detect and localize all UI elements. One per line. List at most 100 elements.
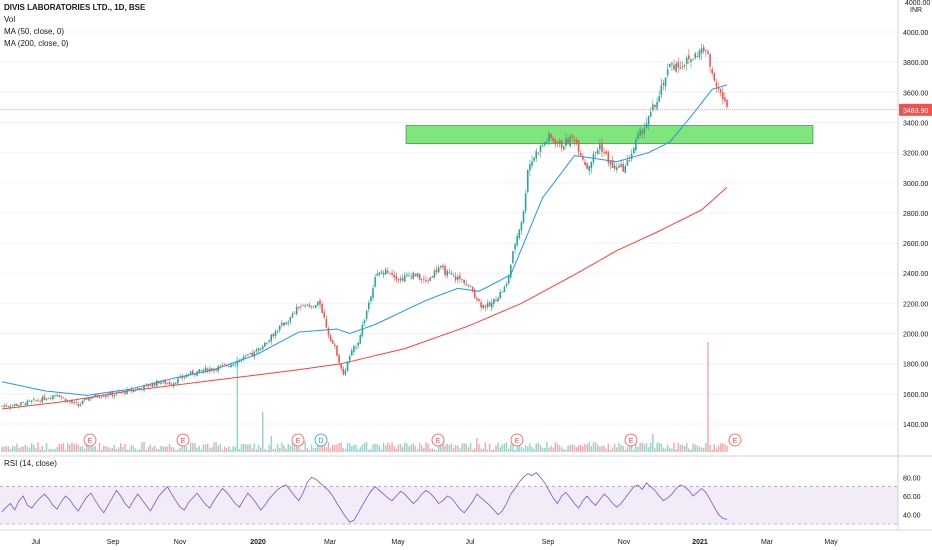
candle-body [673, 64, 675, 70]
volume-bar [368, 449, 370, 452]
candle-body [613, 165, 616, 169]
volume-bar [257, 444, 260, 452]
event-marker[interactable] [291, 433, 305, 447]
volume-bar [586, 444, 588, 452]
volume-bar [215, 442, 217, 452]
candle-body [611, 160, 614, 169]
volume-bar [327, 442, 330, 452]
volume-bar [160, 445, 162, 452]
candle-body [221, 364, 224, 366]
candle-body [696, 56, 699, 57]
candle-body [111, 391, 114, 396]
candle-body [236, 361, 239, 364]
volume-bar [660, 443, 663, 452]
candle-body [306, 304, 309, 306]
ma50-legend[interactable]: MA (50, close, 0) [4, 27, 65, 36]
candle-body [45, 399, 48, 400]
volume-bar [162, 446, 164, 452]
volume-bar [616, 447, 618, 452]
volume-bar [474, 448, 476, 452]
candle-body [654, 104, 656, 108]
candle-body [175, 383, 177, 384]
volume-bar [465, 443, 467, 452]
candle-body [550, 133, 552, 138]
volume-bar [726, 445, 728, 452]
candle-body [77, 404, 80, 407]
candle-body [276, 330, 279, 332]
volume-bar [571, 444, 573, 452]
volume-bar [618, 442, 620, 452]
price-axis[interactable]: 4000.00 3800.00 3600.00 3400.00 3200.00 3000.… [899, 30, 932, 429]
candle-body [465, 283, 468, 285]
candle-body [151, 383, 154, 387]
event-marker[interactable] [83, 433, 97, 447]
candle-body [321, 304, 323, 314]
candle-body [30, 400, 33, 402]
candle-body [679, 67, 682, 69]
volume-bar [577, 445, 580, 452]
volume-bar [321, 442, 323, 452]
volume-bar [382, 442, 385, 452]
volume-bar [416, 449, 419, 452]
volume-bar [134, 448, 137, 452]
event-marker[interactable] [314, 433, 328, 447]
volume-bar [677, 442, 679, 452]
candle-body [238, 360, 241, 363]
candle-body [414, 274, 417, 277]
event-marker[interactable] [510, 433, 524, 447]
candle-body [162, 380, 164, 382]
candle-body [635, 139, 637, 151]
volume-bar [713, 444, 716, 452]
ma200-legend[interactable]: MA (200, close, 0) [4, 39, 69, 48]
volume-bar [703, 447, 705, 452]
candle-body [552, 137, 554, 142]
candle-body [713, 73, 716, 81]
candle-body [274, 331, 277, 336]
candle-body [253, 351, 256, 357]
volume-bar [340, 443, 342, 452]
volume-bar [512, 442, 514, 452]
rsi-legend[interactable]: RSI (14, close) [4, 459, 57, 468]
volume-bar [3, 446, 5, 452]
candle-body [196, 371, 198, 376]
ma200-line [1, 186, 728, 410]
candle-body [497, 297, 499, 302]
volume-bar [380, 449, 383, 452]
candle-body [395, 276, 398, 280]
event-marker[interactable] [176, 433, 190, 447]
volume-bar [100, 449, 103, 452]
candle-body [266, 343, 268, 344]
event-marker[interactable] [728, 433, 742, 447]
candle-body [79, 404, 82, 406]
candle-body [13, 404, 16, 406]
candle-body [132, 389, 135, 393]
volume-bar [647, 447, 650, 452]
event-marker[interactable] [431, 433, 445, 447]
candle-body [690, 59, 692, 62]
volume-bar [607, 443, 610, 452]
candle-body [153, 383, 156, 386]
event-marker[interactable] [624, 433, 638, 447]
volume-legend[interactable]: Vol [4, 15, 16, 24]
volume-bar [88, 444, 90, 452]
volume-bar [421, 445, 423, 452]
volume-bar [139, 449, 141, 452]
candle-body [71, 400, 73, 403]
candle-body [3, 405, 5, 407]
candle-body [304, 305, 306, 307]
symbol-title[interactable]: DIVIS LABORATORIES LTD., 1D, BSE [4, 3, 146, 12]
volume-bar [120, 443, 122, 452]
rsi-pane: 80.00 60.00 40.00 [0, 472, 921, 525]
candle-body [592, 153, 595, 163]
volume-bar [115, 448, 118, 452]
rsi-tick-label: 80.00 [903, 475, 921, 482]
candle-body [278, 325, 281, 331]
candle-body [240, 358, 243, 361]
volume-bar [7, 446, 10, 452]
candle-body [705, 49, 707, 51]
price-tick-label: 2000.00 [903, 332, 928, 339]
time-axis[interactable]: Jul Sep Nov 2020 Mar May Jul Sep Nov 2021 Mar May [32, 539, 839, 546]
candle-body [60, 396, 63, 398]
